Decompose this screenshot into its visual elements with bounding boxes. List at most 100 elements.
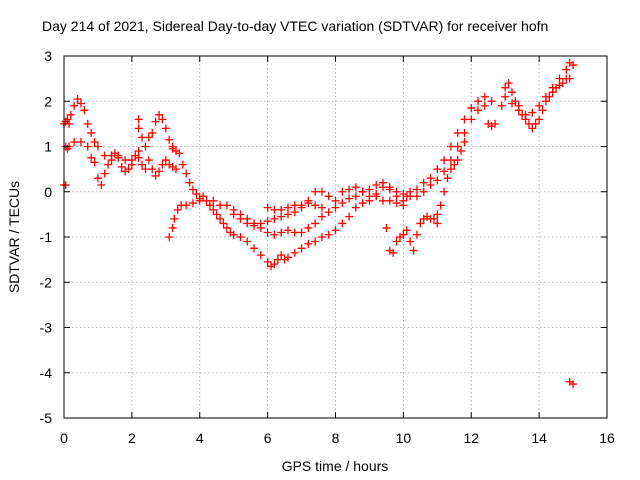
data-point	[324, 192, 333, 201]
data-point	[290, 248, 299, 257]
data-point	[440, 187, 449, 196]
data-point	[399, 196, 408, 205]
data-point	[270, 230, 279, 239]
data-point	[419, 178, 428, 187]
data-point	[66, 110, 75, 119]
data-point	[216, 214, 225, 223]
data-point	[311, 187, 320, 196]
data-point	[100, 151, 109, 160]
data-point	[565, 74, 574, 83]
data-point	[433, 219, 442, 228]
data-point	[409, 246, 418, 255]
data-point	[392, 237, 401, 246]
y-tick-label: 3	[44, 48, 52, 64]
data-point	[263, 217, 272, 226]
data-point	[317, 203, 326, 212]
data-point	[446, 142, 455, 151]
data-point	[338, 199, 347, 208]
data-point	[558, 79, 567, 88]
data-point	[182, 201, 191, 210]
x-tick-label: 2	[128, 430, 136, 446]
data-point	[283, 253, 292, 262]
data-point	[76, 137, 85, 146]
data-point	[250, 221, 259, 230]
data-point	[283, 210, 292, 219]
data-point	[491, 119, 500, 128]
data-point	[263, 203, 272, 212]
data-point	[117, 162, 126, 171]
data-point	[107, 151, 116, 160]
data-point	[283, 226, 292, 235]
data-point	[351, 183, 360, 192]
data-point	[426, 174, 435, 183]
data-point	[158, 115, 167, 124]
data-point	[365, 185, 374, 194]
data-point	[273, 255, 282, 264]
data-point	[474, 106, 483, 115]
data-point	[429, 214, 438, 223]
data-point	[188, 185, 197, 194]
data-point	[144, 133, 153, 142]
data-point	[171, 165, 180, 174]
data-point	[138, 160, 147, 169]
data-point	[297, 228, 306, 237]
data-point	[93, 174, 102, 183]
y-tick-labels: 3 2 1 0 -1 -2 -3 -4 -5	[40, 48, 53, 426]
data-point	[443, 174, 452, 183]
data-point	[243, 237, 252, 246]
data-point	[412, 185, 421, 194]
data-point	[155, 110, 164, 119]
data-point	[406, 237, 415, 246]
data-point	[453, 128, 462, 137]
data-point	[487, 97, 496, 106]
data-point	[205, 201, 214, 210]
data-point	[331, 226, 340, 235]
y-axis-title: SDTVAR / TECUs	[6, 181, 22, 293]
y-tick-label: 2	[44, 93, 52, 109]
data-point	[97, 180, 106, 189]
data-point	[283, 203, 292, 212]
data-point	[63, 115, 72, 124]
data-point	[331, 203, 340, 212]
x-tick-labels: 0 2 4 6 8 10 12 14 16	[60, 430, 615, 446]
data-point	[70, 137, 79, 146]
y-tick-label: 0	[44, 184, 52, 200]
data-point	[412, 230, 421, 239]
data-point	[134, 153, 143, 162]
data-point	[338, 219, 347, 228]
x-axis-title: GPS time / hours	[282, 458, 389, 474]
data-point	[379, 196, 388, 205]
data-point	[304, 199, 313, 208]
data-point	[351, 203, 360, 212]
data-point	[121, 156, 130, 165]
data-point	[382, 223, 391, 232]
data-point	[524, 119, 533, 128]
data-point	[324, 230, 333, 239]
data-point	[345, 212, 354, 221]
data-point	[148, 128, 157, 137]
y-tick-label: 1	[44, 139, 52, 155]
data-point	[440, 167, 449, 176]
data-point	[416, 219, 425, 228]
data-point	[80, 106, 89, 115]
data-point	[379, 183, 388, 192]
data-point	[134, 115, 143, 124]
data-point	[195, 196, 204, 205]
data-point	[243, 219, 252, 228]
data-point	[270, 205, 279, 214]
y-tick-label: -5	[40, 410, 53, 426]
x-tick-label: 0	[60, 430, 68, 446]
data-point	[124, 165, 133, 174]
data-point	[104, 160, 113, 169]
data-point	[178, 160, 187, 169]
data-point	[290, 201, 299, 210]
data-point	[209, 205, 218, 214]
data-point	[90, 137, 99, 146]
data-point	[555, 74, 564, 83]
data-point	[219, 219, 228, 228]
data-point	[392, 199, 401, 208]
data-point	[453, 156, 462, 165]
data-point	[256, 251, 265, 260]
data-point	[222, 223, 231, 232]
data-point	[372, 190, 381, 199]
